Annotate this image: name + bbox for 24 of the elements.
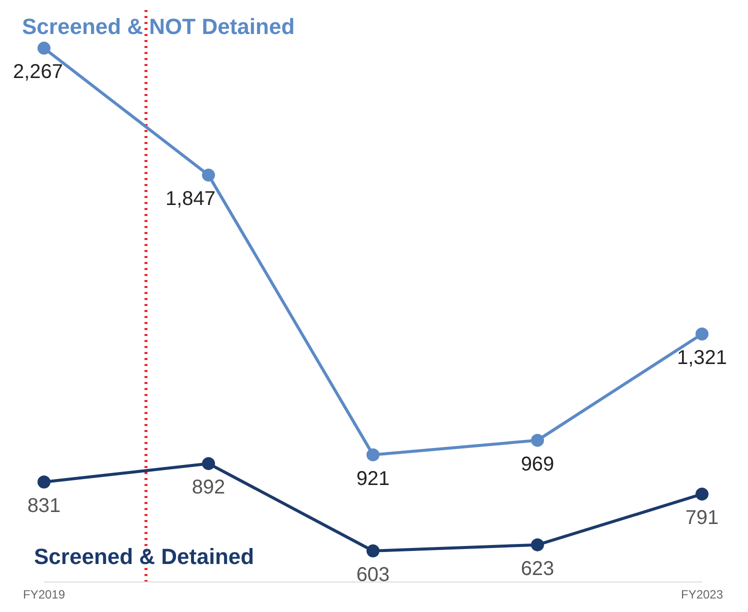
data-label: 791 bbox=[685, 507, 719, 530]
data-label: 892 bbox=[192, 476, 226, 499]
point bbox=[696, 327, 708, 340]
data-label: 2,267 bbox=[12, 61, 64, 84]
data-label: 1,321 bbox=[676, 346, 728, 369]
x-tick-label: FY2019 bbox=[22, 588, 66, 602]
data-label: 623 bbox=[520, 558, 554, 580]
point bbox=[202, 457, 215, 470]
point bbox=[696, 488, 708, 501]
point bbox=[531, 434, 544, 447]
x-tick-label: FY2023 bbox=[680, 588, 724, 602]
data-label: 1,847 bbox=[165, 188, 216, 210]
data-label: 921 bbox=[356, 468, 390, 490]
series-label: Screened & NOT Detained bbox=[22, 14, 295, 40]
point bbox=[366, 544, 380, 558]
data-label: 969 bbox=[520, 453, 554, 476]
data-label: 831 bbox=[27, 495, 61, 518]
text: Screened & Detained bbox=[34, 544, 254, 570]
point bbox=[366, 448, 380, 462]
data-label: 603 bbox=[356, 564, 390, 586]
point bbox=[531, 538, 544, 552]
point bbox=[202, 168, 215, 182]
point bbox=[38, 42, 50, 55]
point bbox=[38, 476, 50, 489]
